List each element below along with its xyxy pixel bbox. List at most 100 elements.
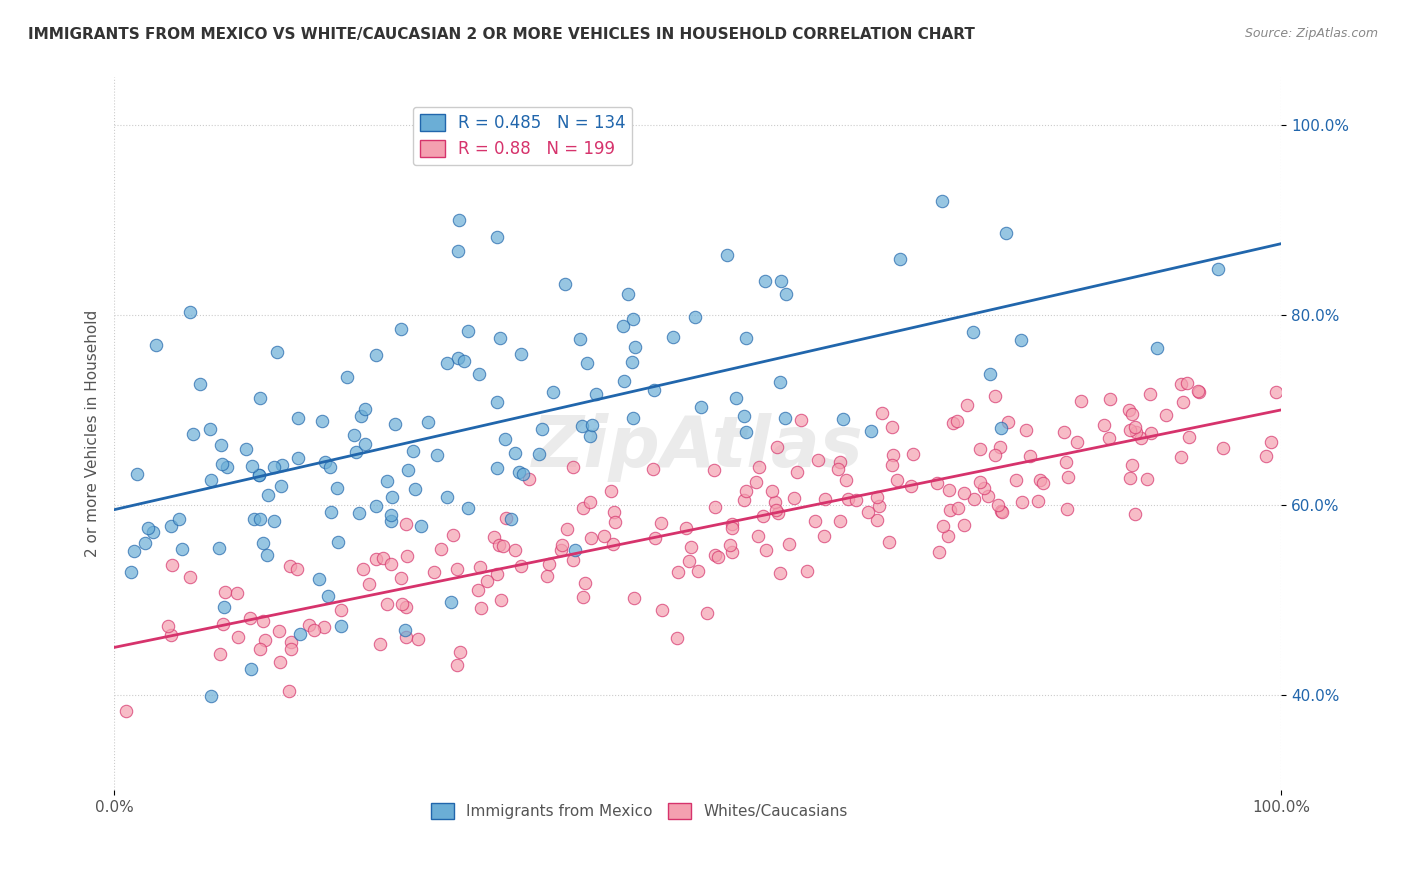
Point [1188, 385, 1211, 400]
Point [200, 422, 222, 436]
Point [769, 566, 792, 580]
Point [167, 512, 190, 526]
Point [550, 543, 572, 558]
Point [1118, 423, 1140, 437]
Point [336, 369, 359, 384]
Point [256, 549, 278, 563]
Point [690, 401, 713, 415]
Point [541, 384, 564, 399]
Point [666, 566, 689, 580]
Point [391, 598, 413, 612]
Point [953, 486, 976, 500]
Point [1170, 450, 1192, 465]
Point [122, 544, 145, 558]
Point [1010, 333, 1032, 347]
Point [830, 514, 852, 528]
Point [1177, 430, 1199, 444]
Point [1054, 455, 1077, 469]
Point [406, 632, 429, 646]
Point [357, 577, 380, 591]
Point [707, 549, 730, 564]
Point [436, 490, 458, 504]
Point [247, 468, 270, 483]
Point [494, 432, 516, 446]
Point [395, 600, 418, 615]
Point [503, 543, 526, 558]
Point [592, 529, 614, 543]
Point [243, 512, 266, 526]
Point [977, 489, 1000, 503]
Point [571, 591, 593, 605]
Point [564, 543, 586, 558]
Point [755, 542, 778, 557]
Point [495, 510, 517, 524]
Point [368, 637, 391, 651]
Text: IMMIGRANTS FROM MEXICO VS WHITE/CAUCASIAN 2 OR MORE VEHICLES IN HOUSEHOLD CORREL: IMMIGRANTS FROM MEXICO VS WHITE/CAUCASIA… [28, 27, 974, 42]
Point [574, 575, 596, 590]
Point [200, 474, 222, 488]
Point [1056, 501, 1078, 516]
Point [581, 418, 603, 433]
Point [969, 475, 991, 490]
Point [380, 514, 402, 528]
Point [263, 459, 285, 474]
Point [269, 656, 291, 670]
Point [932, 519, 955, 533]
Point [430, 542, 453, 557]
Point [239, 662, 262, 676]
Point [285, 562, 308, 576]
Point [984, 389, 1007, 403]
Point [482, 530, 505, 544]
Point [404, 482, 426, 496]
Point [814, 491, 837, 506]
Point [319, 505, 342, 519]
Point [748, 459, 770, 474]
Point [778, 537, 800, 551]
Point [375, 474, 398, 488]
Point [990, 504, 1012, 518]
Point [703, 463, 725, 477]
Point [537, 557, 560, 571]
Point [308, 572, 330, 586]
Point [832, 411, 855, 425]
Point [304, 624, 326, 638]
Point [440, 595, 463, 609]
Point [969, 442, 991, 456]
Point [214, 599, 236, 614]
Point [830, 455, 852, 469]
Point [329, 603, 352, 617]
Point [239, 611, 262, 625]
Point [1254, 449, 1277, 463]
Point [316, 589, 339, 603]
Point [326, 482, 349, 496]
Point [1123, 507, 1146, 521]
Point [987, 498, 1010, 512]
Point [441, 527, 464, 541]
Point [467, 582, 489, 597]
Point [599, 483, 621, 498]
Point [380, 508, 402, 523]
Point [395, 630, 418, 644]
Point [994, 226, 1017, 240]
Point [990, 505, 1012, 519]
Point [319, 459, 342, 474]
Point [1170, 377, 1192, 392]
Point [901, 447, 924, 461]
Point [380, 557, 402, 571]
Point [1187, 384, 1209, 398]
Point [212, 617, 235, 632]
Point [512, 467, 534, 482]
Point [882, 458, 904, 473]
Point [733, 409, 755, 423]
Point [394, 623, 416, 637]
Point [948, 500, 970, 515]
Point [605, 516, 627, 530]
Point [579, 429, 602, 443]
Point [827, 462, 849, 476]
Point [453, 353, 475, 368]
Point [733, 493, 755, 508]
Point [886, 473, 908, 487]
Point [562, 553, 585, 567]
Point [724, 392, 747, 406]
Point [945, 414, 967, 428]
